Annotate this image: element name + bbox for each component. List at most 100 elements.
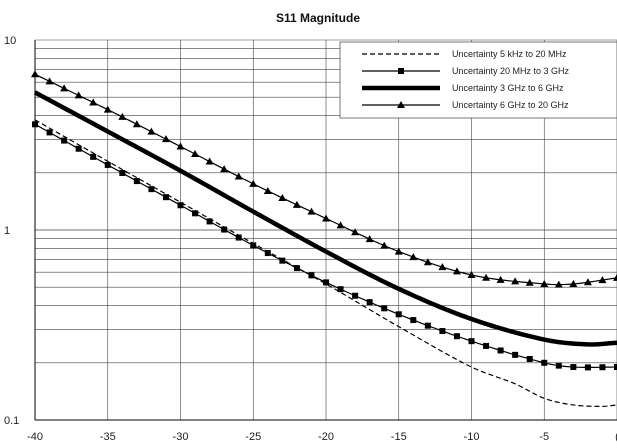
data-point bbox=[263, 186, 272, 194]
data-point bbox=[424, 322, 431, 329]
data-point bbox=[599, 364, 606, 371]
data-point bbox=[177, 202, 184, 209]
data-point bbox=[89, 98, 98, 106]
data-point bbox=[249, 179, 258, 187]
data-point bbox=[279, 257, 286, 264]
data-point bbox=[147, 127, 156, 135]
data-point bbox=[541, 359, 548, 366]
data-point bbox=[75, 145, 82, 152]
data-point bbox=[148, 186, 155, 193]
x-tick-label: -35 bbox=[100, 431, 116, 443]
data-point bbox=[569, 279, 578, 287]
data-point bbox=[220, 165, 229, 173]
data-point bbox=[308, 272, 315, 279]
data-point bbox=[61, 137, 68, 144]
data-point bbox=[613, 273, 617, 281]
legend: Uncertainty 5 kHz to 20 MHz Uncertainty 2… bbox=[339, 41, 617, 119]
data-point bbox=[118, 112, 127, 120]
data-point bbox=[221, 226, 228, 233]
data-point bbox=[467, 270, 476, 278]
data-point bbox=[497, 347, 504, 354]
data-point bbox=[540, 279, 549, 287]
data-point bbox=[453, 333, 460, 340]
data-point bbox=[423, 258, 432, 266]
data-point bbox=[60, 84, 69, 92]
data-point bbox=[337, 286, 344, 293]
y-tick-label: 10 bbox=[4, 35, 16, 47]
data-point bbox=[496, 275, 505, 283]
data-point bbox=[336, 221, 345, 229]
series-line bbox=[33, 90, 617, 347]
data-point bbox=[119, 170, 126, 177]
data-point bbox=[584, 364, 591, 371]
legend-marker bbox=[397, 101, 405, 108]
data-point bbox=[191, 150, 200, 158]
data-point bbox=[322, 214, 330, 222]
data-point bbox=[234, 172, 243, 180]
data-point bbox=[554, 280, 563, 288]
legend-label: Uncertainty 6 GHz to 20 GHz bbox=[452, 100, 569, 110]
x-tick-label: -20 bbox=[318, 431, 334, 443]
data-point bbox=[482, 273, 491, 281]
series-layer bbox=[31, 70, 617, 407]
data-point bbox=[352, 292, 359, 299]
data-point bbox=[598, 276, 607, 284]
data-point bbox=[512, 351, 519, 358]
data-point bbox=[161, 135, 170, 143]
data-point bbox=[235, 234, 242, 241]
data-point bbox=[439, 328, 446, 335]
axes: -40 -35 -30 -25 -20 -15 -10 -5 (0.1 1 10 bbox=[4, 35, 617, 443]
data-point bbox=[468, 338, 475, 345]
data-point bbox=[45, 77, 54, 85]
chart-title: S11 Magnitude bbox=[276, 11, 360, 25]
legend-marker bbox=[398, 68, 404, 74]
data-point bbox=[526, 355, 533, 362]
data-point bbox=[511, 277, 520, 285]
data-point bbox=[410, 317, 417, 324]
data-point bbox=[452, 267, 461, 275]
data-point bbox=[132, 120, 141, 128]
series-line bbox=[34, 119, 617, 407]
legend-label: Uncertainty 20 MHz to 3 GHz bbox=[452, 66, 570, 76]
data-point bbox=[103, 105, 112, 113]
data-point bbox=[570, 364, 577, 371]
data-point bbox=[264, 250, 271, 257]
data-point bbox=[307, 207, 316, 215]
x-tick-label: -25 bbox=[245, 431, 261, 443]
data-point bbox=[278, 193, 287, 201]
data-point bbox=[351, 228, 360, 236]
x-tick-label: -15 bbox=[391, 431, 407, 443]
data-point bbox=[292, 200, 301, 208]
series-2 bbox=[32, 121, 617, 371]
series-3 bbox=[33, 90, 617, 347]
data-point bbox=[394, 247, 403, 255]
x-tick-label: -40 bbox=[27, 431, 43, 443]
data-point bbox=[483, 342, 490, 349]
data-point bbox=[293, 265, 300, 272]
legend-label: Uncertainty 3 GHz to 6 GHz bbox=[452, 83, 564, 93]
data-point bbox=[525, 278, 534, 286]
data-point bbox=[192, 210, 199, 217]
data-point bbox=[46, 129, 53, 136]
data-point bbox=[104, 161, 111, 168]
x-tick-label: -10 bbox=[464, 431, 480, 443]
x-tick-label: ( bbox=[615, 431, 617, 443]
legend-label: Uncertainty 5 kHz to 20 MHz bbox=[452, 49, 567, 59]
data-point bbox=[555, 362, 562, 369]
data-point bbox=[162, 194, 169, 201]
y-tick-label: 0.1 bbox=[4, 415, 19, 427]
data-point bbox=[205, 157, 214, 165]
data-point bbox=[250, 242, 257, 249]
data-point bbox=[74, 91, 83, 99]
data-point bbox=[206, 218, 213, 225]
series-1 bbox=[34, 119, 617, 407]
x-tick-label: -5 bbox=[539, 431, 549, 443]
data-point bbox=[409, 253, 418, 261]
series-4 bbox=[31, 70, 617, 288]
data-point bbox=[365, 235, 374, 243]
data-point bbox=[381, 305, 388, 312]
data-point bbox=[90, 153, 97, 160]
data-point bbox=[366, 299, 373, 306]
x-tick-label: -30 bbox=[173, 431, 189, 443]
